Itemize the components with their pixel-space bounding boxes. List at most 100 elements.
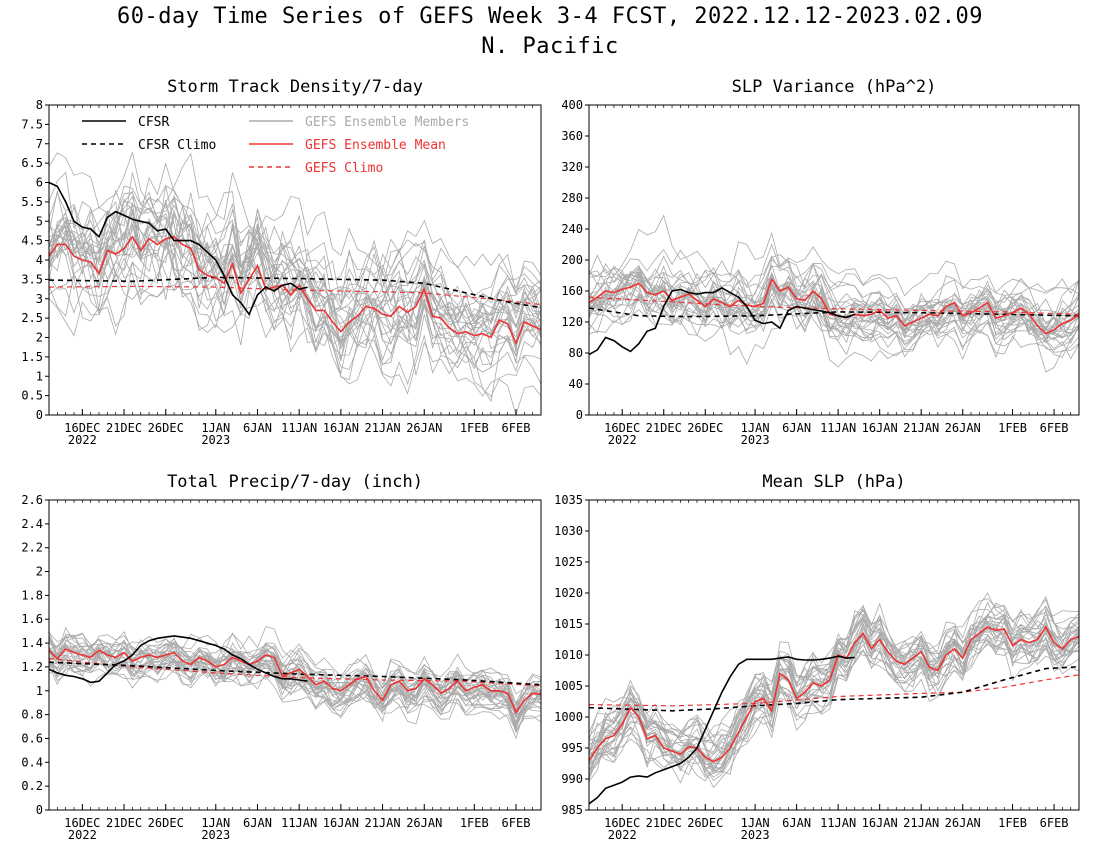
y-tick-label: 1.5: [21, 350, 43, 364]
x-tick-year: 2022: [608, 828, 637, 842]
y-tick-label: 7.5: [21, 117, 43, 131]
x-tick-label: 21JAN: [364, 816, 400, 830]
y-tick-label: 1.8: [21, 588, 43, 602]
ensemble-members: [588, 214, 1080, 373]
x-tick-label: 26DEC: [687, 816, 723, 830]
gefs-ensemble-mean-line: [48, 648, 542, 714]
x-tick-label: 26DEC: [148, 816, 184, 830]
gefs-climo-line: [48, 285, 542, 306]
ensemble-member-line: [588, 629, 1080, 774]
x-tick-label: 16DEC: [64, 816, 100, 830]
legend-label: CFSR Climo: [138, 138, 216, 153]
y-tick-label: 0.4: [21, 755, 43, 769]
x-tick-label: 26JAN: [406, 816, 442, 830]
cfsr-climo-line: [48, 276, 542, 309]
legend-label: CFSR: [138, 115, 169, 130]
y-tick-label: 0.5: [21, 389, 43, 403]
y-tick-label: 0.6: [21, 731, 43, 745]
x-tick-label: 26JAN: [406, 421, 442, 435]
y-tick-label: 1035: [554, 493, 583, 507]
legend-cfsr-climo: CFSR Climo: [82, 138, 216, 153]
x-tick-label: 21DEC: [646, 816, 682, 830]
x-tick-label: 1FEB: [998, 421, 1027, 435]
x-tick-label: 6JAN: [243, 816, 272, 830]
x-tick-label: 26DEC: [148, 421, 184, 435]
x-tick-label: 16JAN: [323, 816, 359, 830]
ensemble-member-line: [48, 238, 542, 366]
y-tick-label: 1: [36, 684, 43, 698]
ensemble-member-line: [48, 633, 542, 715]
y-tick-label: 6: [36, 176, 43, 190]
y-tick-label: 2.2: [21, 541, 43, 555]
panel-2: SLP Variance (hPa^2) 0 40 80 120 160 200 240 280…: [561, 77, 1080, 447]
x-tick-label: 11JAN: [281, 421, 317, 435]
x-tick-year: 2023: [741, 433, 770, 447]
ensemble-member-line: [588, 285, 1080, 353]
legend-cfsr: CFSR: [82, 115, 169, 130]
x-tick-label: 21JAN: [903, 421, 939, 435]
x-tick-label: 26JAN: [945, 816, 981, 830]
x-tick-label: 21DEC: [646, 421, 682, 435]
panel-1: Storm Track Density/7-day 0 0.5 1 1.5 2 2.5 3 3.…: [21, 77, 542, 447]
legend-gefs-climo: GEFS Climo: [249, 161, 383, 176]
y-tick-label: 990: [561, 772, 583, 786]
y-tick-label: 7: [36, 137, 43, 151]
ensemble-member-line: [588, 304, 1080, 373]
x-tick-label: 26DEC: [687, 421, 723, 435]
cfsr-line: [588, 286, 856, 356]
y-tick-label: 995: [561, 741, 583, 755]
plot-frame: [48, 499, 542, 811]
y-tick-label: 1: [36, 369, 43, 383]
y-tick-label: 1.6: [21, 612, 43, 626]
x-tick-label: 1FEB: [460, 421, 489, 435]
panel-title: Storm Track Density/7-day: [167, 77, 423, 97]
x-tick-label: 1FEB: [460, 816, 489, 830]
y-tick-label: 0.2: [21, 779, 43, 793]
ensemble-member-line: [588, 610, 1080, 755]
ensemble-member-line: [588, 614, 1080, 773]
ensemble-member-line: [48, 209, 542, 360]
y-tick-label: 2: [36, 331, 43, 345]
y-tick-label: 6.5: [21, 156, 43, 170]
ensemble-member-line: [48, 205, 542, 338]
cfsr-line: [48, 635, 308, 684]
panel-title: SLP Variance (hPa^2): [732, 77, 937, 97]
x-tick-label: 6JAN: [782, 421, 811, 435]
x-tick-label: 21DEC: [106, 421, 142, 435]
ensemble-member-line: [588, 273, 1080, 336]
ensemble-member-line: [588, 624, 1080, 775]
x-tick-label: 21JAN: [364, 421, 400, 435]
y-tick-label: 985: [561, 803, 583, 817]
y-tick-label: 1025: [554, 555, 583, 569]
ensemble-members: [48, 150, 542, 417]
panel-3: Total Precip/7-day (inch)00.20.40.60.811…: [21, 472, 542, 842]
y-tick-label: 2.6: [21, 493, 43, 507]
x-tick-label: 1FEB: [998, 816, 1027, 830]
y-tick-label: 280: [561, 191, 583, 205]
y-tick-label: 1005: [554, 679, 583, 693]
cfsr-line: [48, 181, 308, 316]
y-tick-label: 1010: [554, 648, 583, 662]
y-tick-label: 2.5: [21, 311, 43, 325]
cfsr-climo-line: [588, 666, 1080, 712]
cfsr-line: [588, 655, 855, 805]
x-tick-year: 2022: [608, 433, 637, 447]
ensemble-member-line: [48, 648, 542, 727]
y-tick-label: 1015: [554, 617, 583, 631]
y-tick-label: 2.4: [21, 517, 43, 531]
ensemble-member-line: [48, 217, 542, 381]
ensemble-member-line: [588, 267, 1080, 336]
x-tick-label: 6FEB: [1040, 421, 1069, 435]
x-tick-label: 16JAN: [862, 816, 898, 830]
y-tick-label: 3.5: [21, 272, 43, 286]
y-tick-label: 40: [569, 377, 583, 391]
y-tick-label: 5.5: [21, 195, 43, 209]
x-tick-label: 11JAN: [820, 421, 856, 435]
y-tick-label: 1030: [554, 524, 583, 538]
y-tick-label: 4: [36, 253, 43, 267]
y-tick-label: 4.5: [21, 234, 43, 248]
ensemble-member-line: [588, 281, 1080, 343]
y-tick-label: 160: [561, 284, 583, 298]
legend-label: GEFS Climo: [305, 161, 383, 176]
